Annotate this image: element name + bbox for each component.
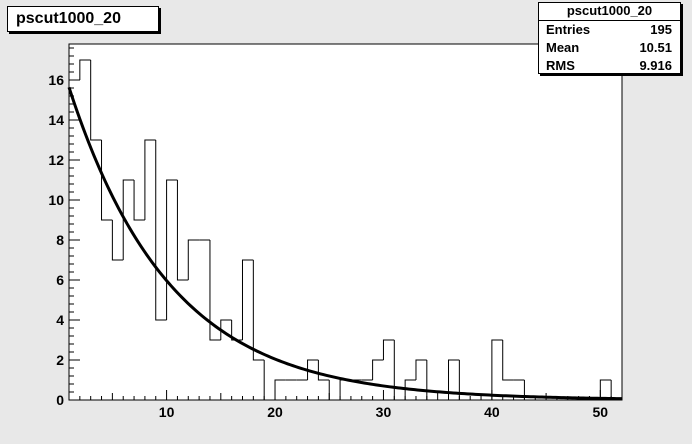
stats-name: pscut1000_20 <box>539 3 680 21</box>
y-tick-label: 10 <box>48 192 64 208</box>
y-axis: 0 2 4 6 8 10 12 14 16 <box>48 47 80 408</box>
x-axis: 10 20 30 40 50 <box>79 390 623 420</box>
y-tick-label: 2 <box>56 352 64 368</box>
histogram-bin <box>241 259 254 340</box>
stats-value: 10.51 <box>639 40 672 55</box>
histogram-bin <box>220 319 232 340</box>
histogram-bin <box>122 179 135 260</box>
stats-label: Mean <box>546 40 580 55</box>
histogram-bin <box>176 180 189 281</box>
y-tick-label: 16 <box>48 72 64 88</box>
y-tick-label: 14 <box>48 112 64 128</box>
stats-value: 9.916 <box>639 58 672 73</box>
histogram-bin <box>252 260 265 361</box>
plot-frame <box>68 43 623 401</box>
histogram-bin <box>317 360 330 381</box>
stats-label: RMS <box>546 58 575 73</box>
y-tick-label: 6 <box>56 272 64 288</box>
histogram-bin <box>491 339 503 400</box>
x-tick-label: 20 <box>267 404 283 420</box>
stats-row-rms: RMS 9.916 <box>539 57 680 75</box>
x-tick-label: 30 <box>376 404 392 420</box>
y-tick-label: 4 <box>56 312 64 328</box>
histogram-bin <box>155 140 167 321</box>
stats-value: 195 <box>650 22 672 37</box>
histogram-bin <box>404 379 416 400</box>
histogram-bin <box>372 359 384 380</box>
y-tick-label: 0 <box>56 392 64 408</box>
histogram-bin <box>144 139 156 220</box>
fit-curve <box>67 86 623 401</box>
histogram-bin <box>133 180 145 221</box>
histogram-bin <box>111 220 124 261</box>
histogram-bin <box>448 359 460 400</box>
histogram-bin <box>101 140 113 221</box>
histogram-bin <box>415 359 427 380</box>
y-tick-label: 12 <box>48 152 64 168</box>
stats-row-entries: Entries 195 <box>539 21 680 39</box>
histogram-bin <box>79 59 91 80</box>
stats-label: Entries <box>546 22 591 37</box>
y-tick-label: 8 <box>56 232 64 248</box>
histogram-bin <box>502 340 514 381</box>
histogram-bin <box>166 179 178 320</box>
x-tick-label: 50 <box>593 404 609 420</box>
stats-box: pscut1000_20 Entries 195 Mean 10.51 RMS … <box>538 2 681 74</box>
x-tick-label: 10 <box>159 404 175 420</box>
histogram-bin <box>90 60 102 141</box>
histogram-bin <box>382 339 395 360</box>
stats-row-mean: Mean 10.51 <box>539 39 680 57</box>
histogram-bin <box>209 240 221 341</box>
x-tick-label: 40 <box>484 404 500 420</box>
histogram-bin <box>307 359 319 380</box>
histogram-bin <box>187 239 200 280</box>
histogram-title: pscut1000_20 <box>7 6 159 32</box>
